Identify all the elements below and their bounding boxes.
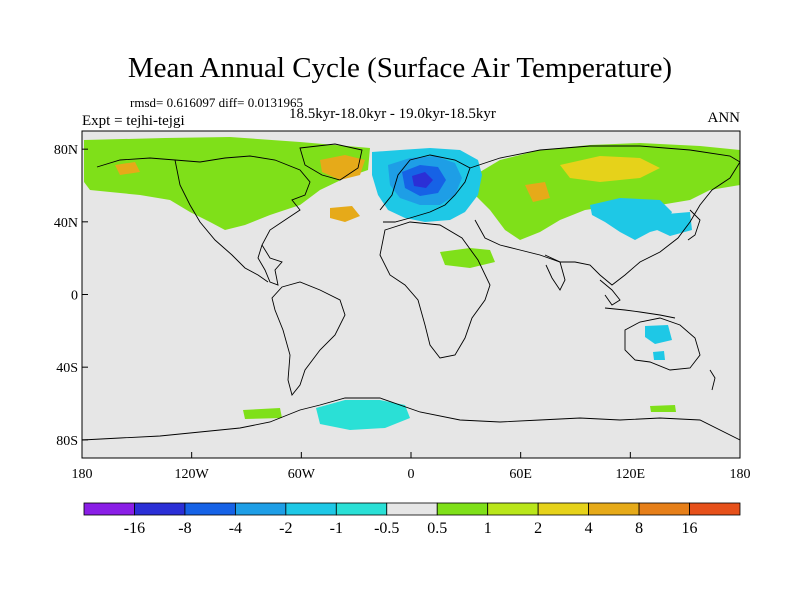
coast-north-america-west: [174, 159, 269, 283]
warm-patch-asia: [525, 182, 550, 202]
coast-indonesia: [604, 307, 676, 319]
experiment-label: Expt = tejhi-tejgi: [82, 113, 185, 129]
colorbar-swatch: [588, 502, 640, 516]
lat-tick-label: 80S: [56, 434, 78, 449]
colorbar-label: 2: [534, 520, 542, 537]
colorbar-swatch: [285, 502, 337, 516]
lat-axis: 80N 40N 0 40S 80S: [54, 143, 88, 449]
colorbar-swatch: [537, 502, 590, 516]
coast-north-america: [96, 155, 311, 286]
cold-patch-australia-south: [653, 351, 665, 360]
colorbar-swatch: [436, 502, 489, 516]
coast-india: [544, 254, 566, 291]
coast-asia: [469, 145, 740, 286]
colorbar-label: 1: [484, 520, 492, 537]
coast-japan: [687, 209, 701, 241]
lon-tick-label: 120W: [175, 467, 210, 482]
colorbar-label: -8: [178, 520, 191, 537]
coast-south-america: [271, 281, 346, 396]
lat-tick-label: 80N: [54, 143, 78, 158]
colorbar-label: -16: [124, 520, 145, 537]
stats-text: rmsd= 0.616097 diff= 0.0131965: [130, 95, 303, 110]
colorbar: -16 -8 -4 -2 -1 -0.5 0.5 1 2 4 8 16: [83, 502, 741, 537]
lat-tick-label: 40N: [54, 216, 78, 231]
lon-tick-label: 60W: [288, 467, 316, 482]
colorbar-swatch: [234, 502, 287, 516]
coast-australia: [624, 317, 701, 371]
anomaly-patch-southern-ocean: [243, 408, 282, 419]
anomaly-field: [84, 137, 740, 430]
colorbar-label: -0.5: [374, 520, 399, 537]
coast-new-zealand: [709, 369, 716, 391]
warm-patch-atlantic: [330, 206, 360, 222]
lat-tick-label: 40S: [56, 361, 78, 376]
anomaly-patch-arctic-west: [84, 137, 370, 230]
season-label: ANN: [707, 110, 741, 126]
cold-patch-antarctic: [316, 400, 410, 430]
anomaly-patch-arctic-east: [470, 143, 740, 240]
coast-europe: [379, 154, 471, 223]
cold-patch-europe-deep: [412, 172, 433, 188]
warm-patch-north-america: [320, 155, 365, 180]
colorbar-swatch: [638, 502, 690, 516]
cold-patch-asia: [590, 198, 672, 240]
colorbar-swatch: [487, 502, 539, 516]
period-label: 18.5kyr-18.0kyr - 19.0kyr-18.5kyr: [289, 106, 496, 122]
anomaly-patch-middle-east: [440, 248, 495, 268]
colorbar-label: 16: [682, 520, 698, 537]
lon-tick-label: 180: [72, 467, 93, 482]
plot-title: Mean Annual Cycle (Surface Air Temperatu…: [127, 52, 673, 84]
colorbar-label: 0.5: [427, 520, 447, 537]
colorbar-swatch: [689, 502, 741, 516]
colorbar-label: 4: [585, 520, 593, 537]
lon-tick-label: 0: [408, 467, 415, 482]
colorbar-swatch: [134, 502, 186, 516]
colorbar-swatch: [386, 502, 438, 516]
colorbar-swatch: [184, 502, 236, 516]
warm-patch-alaska: [115, 162, 140, 175]
coast-africa: [379, 221, 491, 359]
colorbar-swatch: [335, 502, 388, 516]
colorbar-label: 8: [635, 520, 643, 537]
coast-antarctica: [82, 397, 740, 441]
coast-southeast-asia: [599, 279, 621, 306]
colorbar-label: -4: [229, 520, 242, 537]
lon-tick-label: 60E: [509, 467, 532, 482]
colorbar-label: -1: [330, 520, 343, 537]
lon-axis: 180 120W 60W 0 60E 120E 180: [72, 452, 751, 482]
anomaly-patch-southern-ocean-east: [650, 405, 676, 412]
colorbar-swatch: [83, 502, 135, 516]
coastlines: [82, 143, 740, 441]
lat-tick-label: 0: [71, 289, 78, 304]
lon-tick-label: 120E: [616, 467, 646, 482]
cold-patch-australia: [645, 325, 672, 344]
coast-greenland: [299, 143, 363, 181]
cold-patch-asia-east: [655, 212, 692, 236]
colorbar-label: -2: [279, 520, 292, 537]
warm-patch-siberia: [560, 156, 660, 182]
lon-tick-label: 180: [730, 467, 751, 482]
